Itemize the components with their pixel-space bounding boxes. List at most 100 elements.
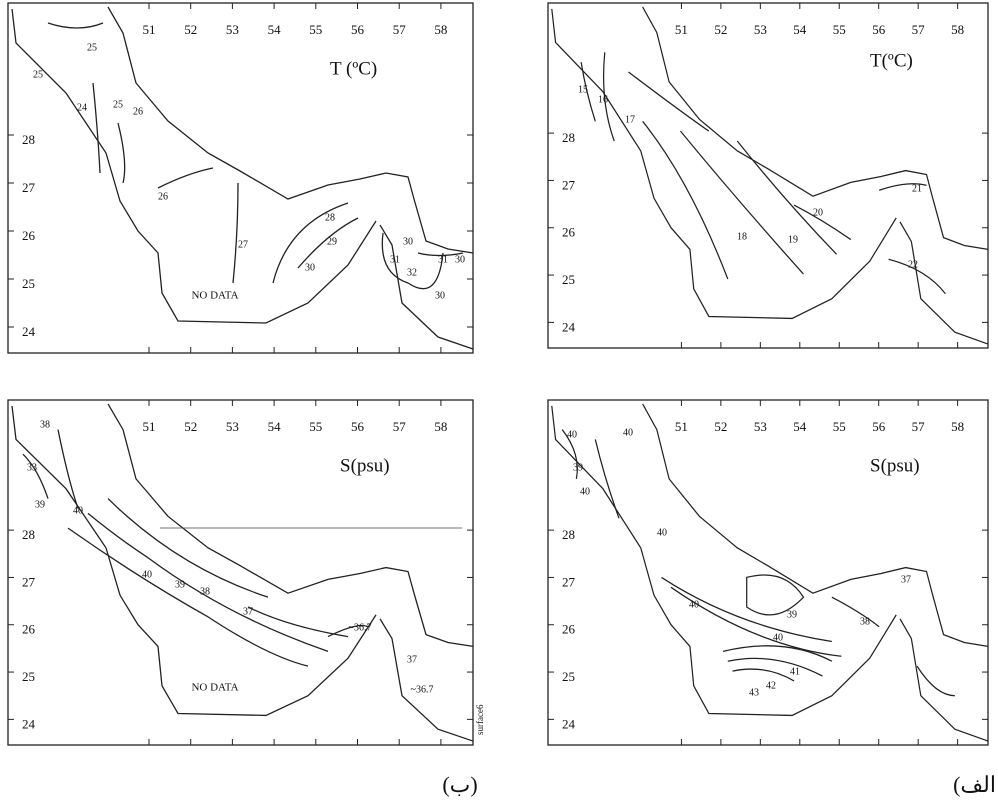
contour-label: ~36.7 [411,684,434,695]
map-panel: 51 52 53 54 55 56 57 58 28 27 26 25 24 S(psu) NO DATA 3… [7,399,474,746]
longitude-label: 56 [351,419,365,434]
contour-label: 32 [407,267,417,278]
latitude-label: 27 [562,574,576,589]
longitude-label: 55 [833,22,846,37]
contour-label: 30 [455,254,465,265]
contour-line [47,22,104,29]
contour-label: 30 [403,236,413,247]
map-layer [551,6,989,345]
contour-line [157,167,214,189]
longitude-label: 55 [309,419,322,434]
longitude-label: 58 [951,419,964,434]
latitude-label: 26 [562,225,576,240]
latitude-label: 24 [562,716,576,731]
longitude-label: 52 [184,22,197,37]
longitude-label: 58 [951,22,964,37]
map-panel: 51 52 53 54 55 56 57 58 28 27 26 25 24 S(psu) 40 40 39 40… [547,399,989,746]
contour-label: 42 [766,680,776,691]
longitude-label: 53 [226,419,239,434]
contour-label: 37 [407,654,417,665]
longitude-label: 55 [833,419,846,434]
longitude-label: 57 [912,22,926,37]
contour-label: 39 [573,462,583,473]
latitude-label: 24 [22,716,36,731]
caption: (الف [953,772,996,797]
longitude-label: 52 [714,419,727,434]
map-title: S(psu) [340,455,390,476]
latitude-label: 27 [562,177,576,192]
longitude-label: 55 [309,22,322,37]
contour-label: 40 [73,505,83,516]
longitude-label: 52 [714,22,727,37]
contour-label: 37 [243,606,253,617]
coastline [642,403,989,648]
longitude-label: 51 [143,22,156,37]
latitude-label: 25 [562,669,575,684]
longitude-label: 51 [675,419,688,434]
latitude-label: 26 [562,622,576,637]
contour-label: 40 [689,599,699,610]
map-title: T(ºC) [870,50,913,71]
contour-line [831,596,880,628]
contour-label: 17 [625,114,635,125]
map-frame [7,2,474,354]
contour-line [722,645,833,662]
contour-label: 15 [578,84,588,95]
map-frame [547,2,989,349]
longitude-label: 52 [184,419,197,434]
map-title: T (ºC) [330,58,377,79]
contour-label: 25 [33,69,43,80]
contour-label: ~36.7 [349,622,372,633]
latitude-label: 24 [22,324,36,339]
contour-label: 24 [77,102,87,113]
map-title: S(psu) [870,455,920,476]
coastline [899,221,989,345]
contour-line [736,140,838,255]
contour-label: 27 [238,239,248,250]
coastline [551,8,897,320]
latitude-label: 25 [22,669,35,684]
longitude-label: 54 [793,22,807,37]
contour-label: 41 [790,666,800,677]
contour-label: 39 [35,499,45,510]
latitude-label: 28 [562,130,575,145]
longitude-label: 58 [434,419,447,434]
latitude-label: 24 [562,319,576,334]
contour-line [916,665,955,697]
longitude-label: 54 [268,419,282,434]
coastline [379,618,474,742]
coastline [107,403,474,648]
contour-line [878,183,927,191]
longitude-label: 56 [351,22,365,37]
contour-label: 40 [580,486,590,497]
longitude-label: 54 [268,22,282,37]
contour-label: 38 [40,419,50,430]
longitude-label: 56 [872,419,886,434]
latitude-label: 25 [22,276,35,291]
latitude-label: 27 [22,574,36,589]
contour-label: 26 [158,191,168,202]
map-panel: 51 52 53 54 55 56 57 58 28 27 26 25 24 T(ºC) 15 16 17 18 1… [547,2,989,349]
contour-label: 19 [788,234,798,245]
contour-label: 37 [901,574,911,585]
map-panel: 51 52 53 54 55 56 57 58 28 27 26 25 24 T (ºC) NO DATA 2… [7,2,474,354]
contour-line [107,498,269,598]
contour-label: 40 [623,427,633,438]
contour-label: 18 [737,231,747,242]
longitude-label: 58 [434,22,447,37]
longitude-label: 54 [793,419,807,434]
contour-label: 31 [390,254,400,265]
longitude-label: 51 [143,419,156,434]
contour-label: 40 [142,569,152,580]
contour-line [22,453,49,499]
contour-line [87,512,329,652]
contour-line [732,668,795,682]
contour-line [727,657,823,677]
contour-line [580,62,596,122]
coastline [551,405,897,717]
contour-line [661,576,832,643]
map-layer [551,403,989,742]
longitude-label: 51 [675,22,688,37]
contour-label: 43 [749,687,759,698]
